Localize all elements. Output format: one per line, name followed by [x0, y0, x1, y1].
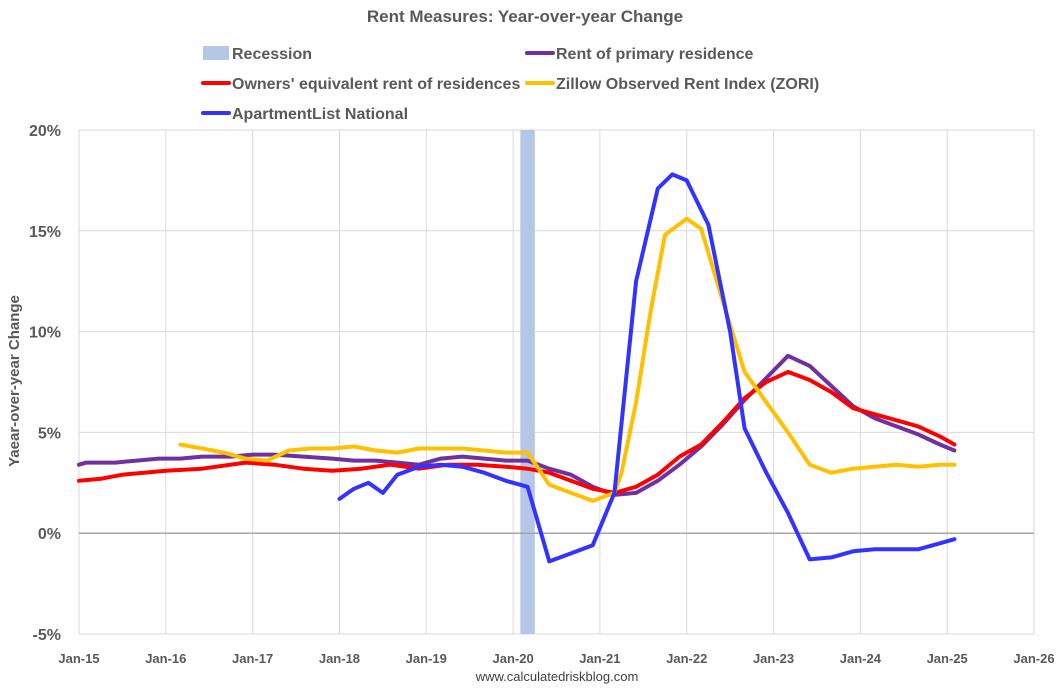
- source-credit: www.calculatedriskblog.com: [475, 669, 639, 684]
- x-tick-label-3: Jan-18: [319, 651, 360, 666]
- x-tick-label-2: Jan-17: [232, 651, 273, 666]
- legend-swatch-recession: [203, 46, 229, 60]
- x-tick-label-8: Jan-23: [753, 651, 794, 666]
- x-tick-label-11: Jan-26: [1013, 651, 1054, 666]
- series-line-apartmentlist-national: [337, 172, 957, 564]
- x-tick-label-4: Jan-19: [406, 651, 447, 666]
- y-tick-label-5: -5%: [33, 627, 61, 644]
- legend-label-owners-equivalent-rent-of-residences: Owners' equivalent rent of residences: [232, 76, 520, 93]
- gridlines: [78, 129, 1035, 635]
- series-line-zillow-observed-rent-index-zori: [178, 216, 957, 503]
- y-tick-labels: 20% 15% 10% 5% 0% -5%: [29, 123, 61, 644]
- x-tick-label-6: Jan-21: [579, 651, 620, 666]
- y-tick-label-3: 5%: [38, 425, 61, 442]
- y-tick-label-4: 0%: [38, 526, 61, 543]
- recession-band-layer: [520, 130, 535, 634]
- legend-label-zillow-observed-rent-index-zori: Zillow Observed Rent Index (ZORI): [556, 76, 819, 93]
- x-tick-label-5: Jan-20: [492, 651, 533, 666]
- x-tick-label-7: Jan-22: [666, 651, 707, 666]
- series-layer: [77, 172, 957, 564]
- legend-label-rent-of-primary-residence: Rent of primary residence: [556, 46, 754, 63]
- y-tick-label-2: 10%: [29, 325, 61, 342]
- x-tick-label-0: Jan-15: [58, 651, 99, 666]
- y-tick-label-1: 15%: [29, 224, 61, 241]
- series-line-owners-equivalent-rent-of-residences: [77, 369, 957, 495]
- legend: Recession Rent of primary residence Owners…: [201, 46, 819, 123]
- x-tick-label-9: Jan-24: [840, 651, 882, 666]
- series-line-rent-of-primary-residence: [77, 353, 957, 497]
- recession-band: [520, 130, 535, 634]
- legend-label-apartmentlist-national: ApartmentList National: [232, 106, 408, 123]
- x-tick-label-1: Jan-16: [145, 651, 186, 666]
- y-axis-label: Yaear-over-year Change: [6, 295, 23, 467]
- x-tick-label-10: Jan-25: [927, 651, 968, 666]
- x-tick-labels: Jan-15 Jan-16 Jan-17 Jan-18 Jan-19 Jan-20 Jan-…: [58, 651, 1054, 666]
- chart-title: Rent Measures: Year-over-year Change: [367, 7, 683, 26]
- y-tick-label-0: 20%: [29, 123, 61, 140]
- legend-label-recession: Recession: [232, 46, 312, 63]
